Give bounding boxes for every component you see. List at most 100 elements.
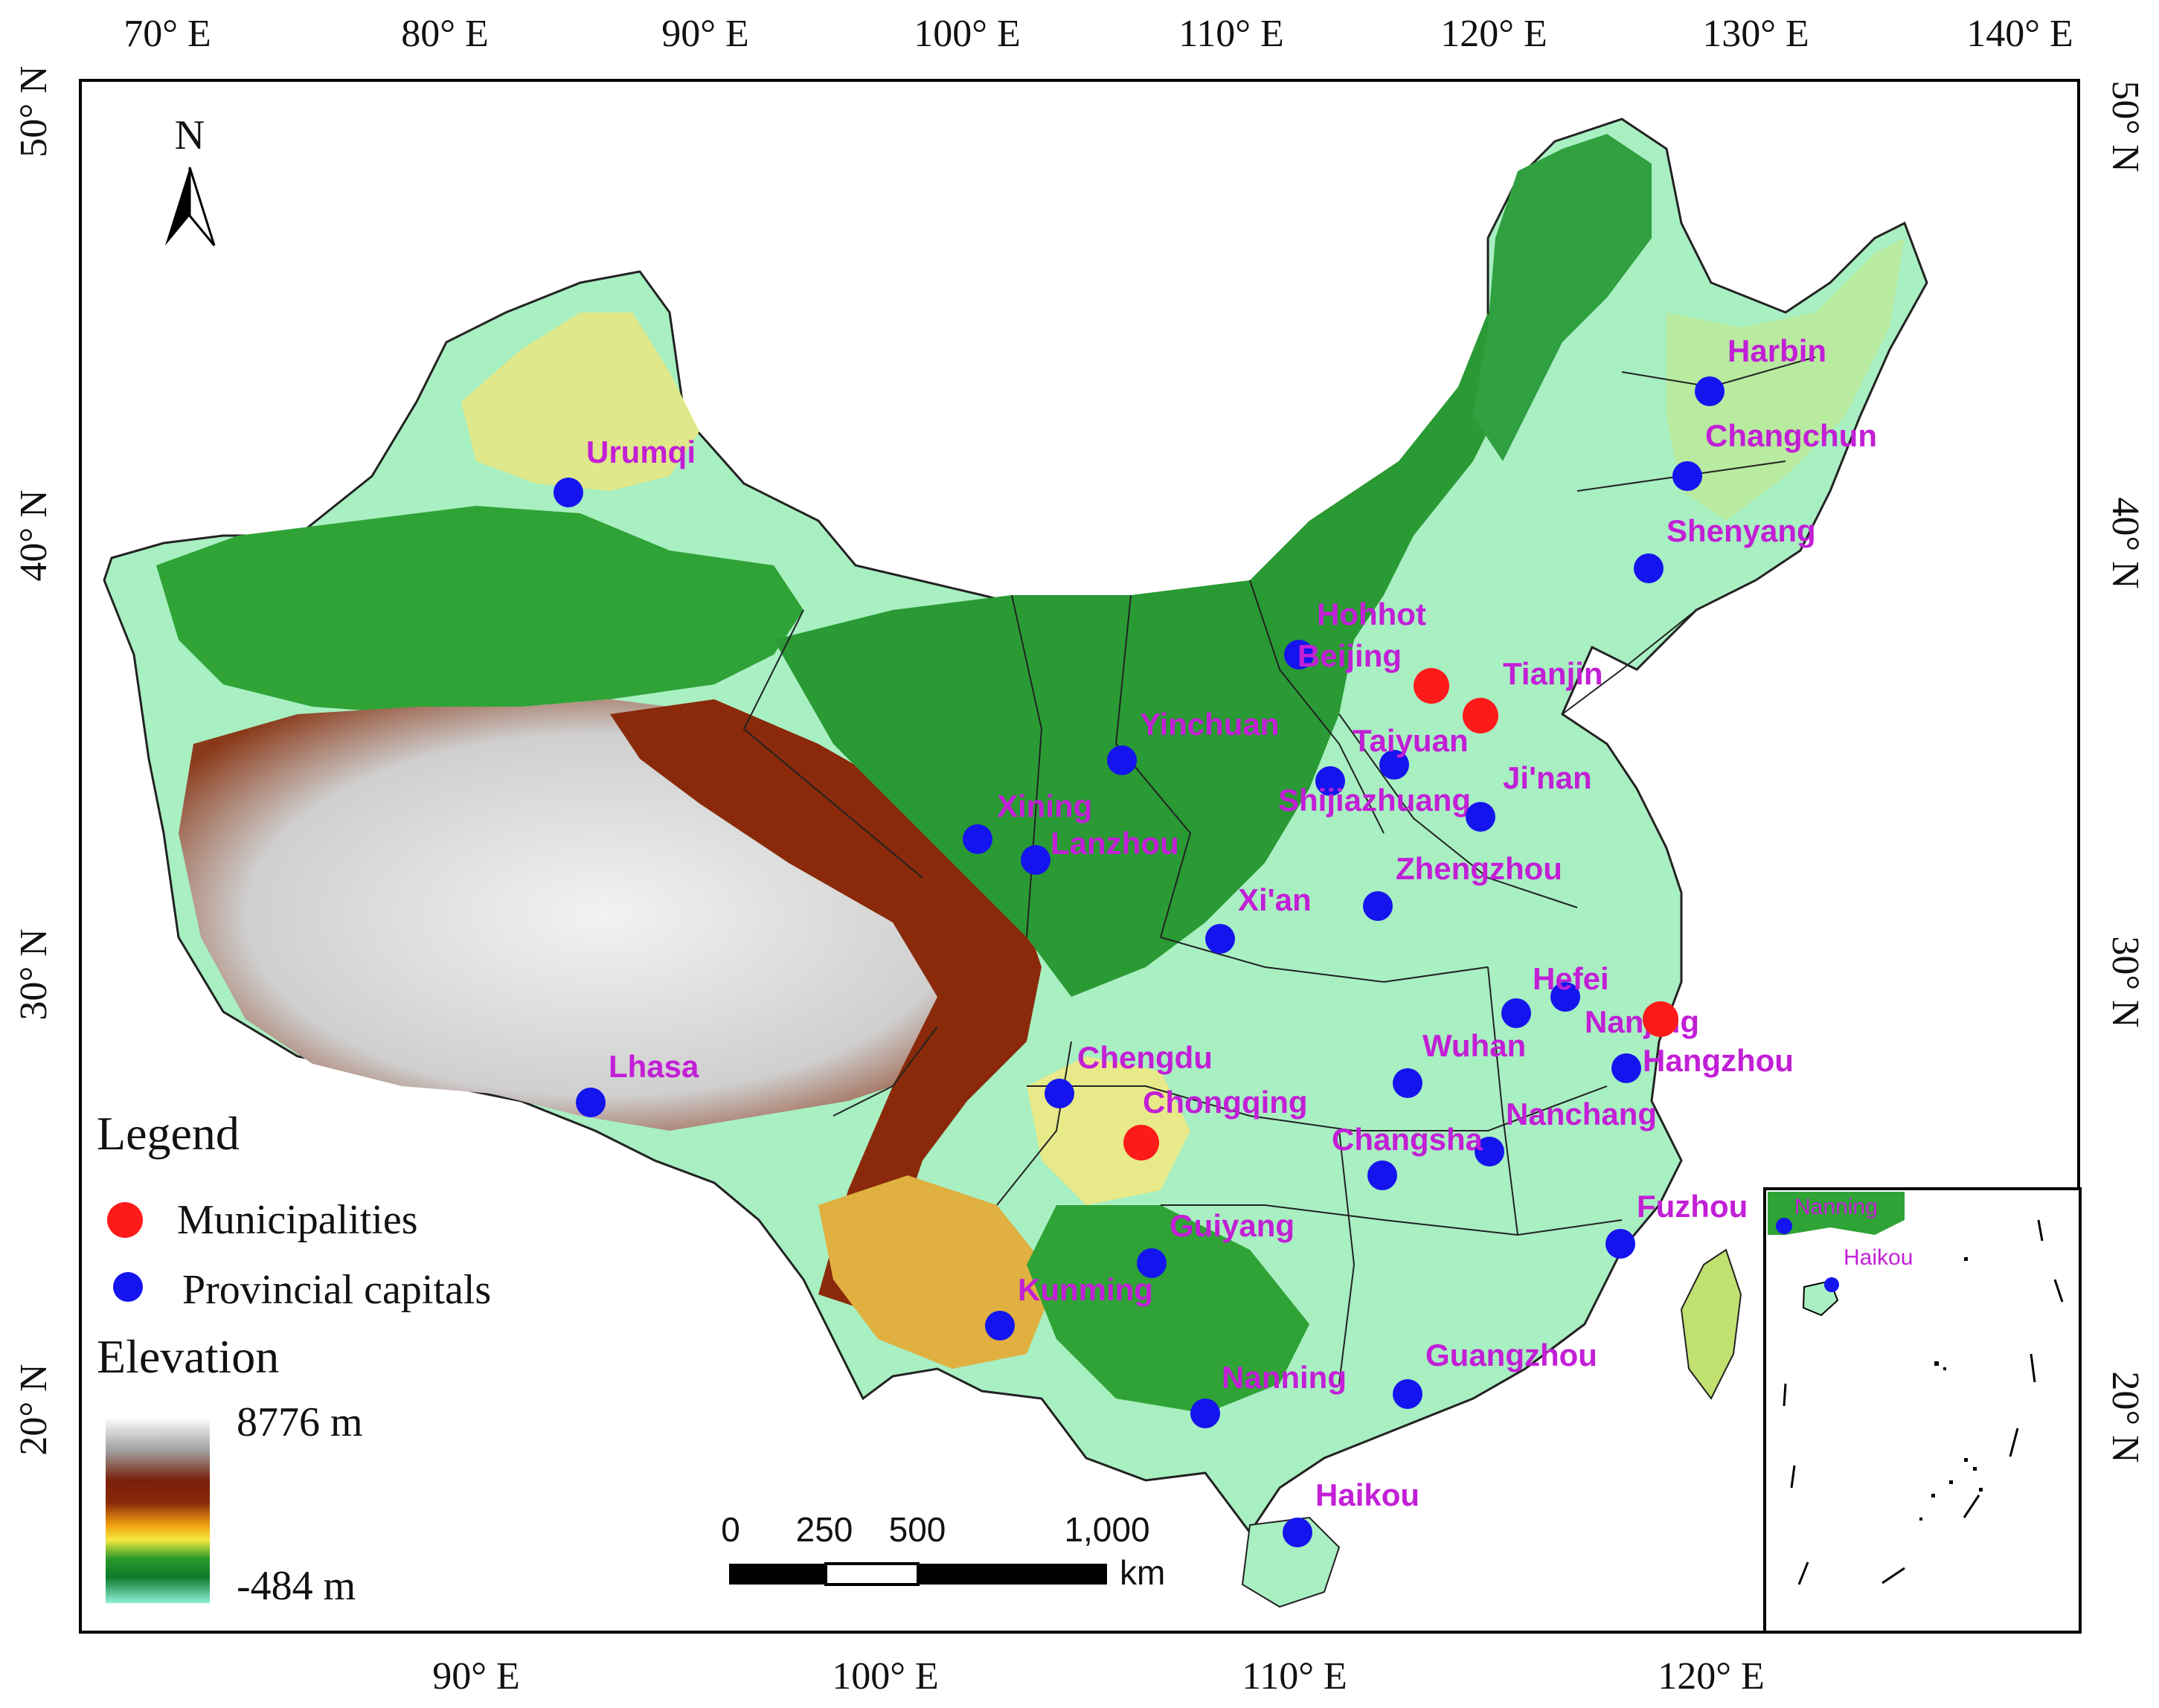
right-lat-ticks: 50° N 40° N 30° N 20° N — [2104, 80, 2146, 1463]
capital-marker-urumqi — [554, 478, 583, 507]
city-label-zhengzhou: Zhengzhou — [1396, 851, 1562, 886]
scale-label-3: 1,000 — [1064, 1510, 1149, 1549]
tick-top-4: 110° E — [1178, 13, 1284, 55]
legend-municipalities: Municipalities — [177, 1197, 418, 1243]
inset-haikou-dot — [1824, 1277, 1839, 1292]
tick-bottom-2: 110° E — [1242, 1655, 1347, 1698]
northeast-green — [1473, 134, 1652, 461]
south-china-sea-inset: Nanning Haikou — [1763, 1187, 2082, 1634]
municipality-marker-shanghai — [1643, 1001, 1678, 1037]
tick-top-2: 90° E — [661, 13, 749, 55]
south-green — [1027, 1205, 1309, 1413]
city-markers: Urumqi Harbin Changchun Shenyang Hohhot Beiji… — [554, 333, 1877, 1547]
capital-marker-changsha — [1367, 1160, 1397, 1190]
capital-marker-harbin — [1695, 376, 1725, 406]
tick-top-5: 120° E — [1440, 13, 1547, 55]
inset-label-1: Haikou — [1844, 1245, 1913, 1270]
tick-top-0: 70° E — [123, 13, 211, 55]
city-label-beijing: Beijing — [1297, 638, 1402, 673]
inset-frame — [1763, 1187, 2082, 1634]
city-label-changchun: Changchun — [1705, 418, 1877, 453]
city-label-harbin: Harbin — [1727, 333, 1826, 368]
north-arrow-label: N — [175, 112, 205, 158]
city-label-hangzhou: Hangzhou — [1643, 1043, 1794, 1078]
city-label-xian: Xi'an — [1238, 882, 1312, 917]
tick-top-3: 100° E — [914, 13, 1021, 55]
tick-left-1: 40° N — [13, 489, 55, 581]
capital-marker-nanjing — [1501, 998, 1531, 1028]
municipality-marker-chongqing — [1123, 1125, 1159, 1160]
capital-marker-shijiazhuang — [1315, 766, 1345, 796]
capital-marker-kunming — [985, 1311, 1015, 1341]
city-label-changsha: Changsha — [1332, 1122, 1483, 1157]
city-label-guangzhou: Guangzhou — [1425, 1338, 1597, 1372]
city-label-haikou: Haikou — [1315, 1477, 1419, 1512]
city-label-chengdu: Chengdu — [1077, 1040, 1213, 1075]
city-label-lhasa: Lhasa — [609, 1049, 699, 1084]
tick-right-3: 20° N — [2104, 1371, 2146, 1463]
capital-marker-guiyang — [1137, 1248, 1167, 1278]
municipality-marker-beijing — [1414, 668, 1449, 704]
top-lon-ticks: 70° E 80° E 90° E 100° E 110° E 120° E 1… — [123, 13, 2073, 55]
nine-dash-line — [1783, 1219, 2064, 1585]
capital-marker-lhasa — [576, 1088, 606, 1117]
tick-bottom-0: 90° E — [432, 1655, 520, 1698]
capital-marker-changchun — [1672, 461, 1702, 491]
capital-marker-nanchang — [1475, 1137, 1504, 1166]
tick-bottom-1: 100° E — [832, 1655, 939, 1698]
capital-marker-hefei — [1550, 982, 1580, 1012]
capital-marker-chengdu — [1045, 1079, 1074, 1108]
capital-marker-xian — [1205, 924, 1235, 954]
capital-marker-yinchuan — [1107, 745, 1137, 775]
scale-seg-2 — [824, 1562, 920, 1586]
municipality-marker-tianjin — [1463, 698, 1498, 733]
city-label-kunming: Kunming — [1018, 1272, 1153, 1307]
tick-left-3: 20° N — [13, 1364, 55, 1455]
loess-green — [774, 312, 1510, 997]
city-label-fuzhou: Fuzhou — [1637, 1189, 1748, 1224]
tick-left-0: 50° N — [13, 65, 55, 157]
inset-land — [1768, 1192, 1905, 1235]
city-label-tianjin: Tianjin — [1503, 656, 1603, 691]
scale-label-1: 250 — [796, 1510, 853, 1549]
north-arrow: N — [165, 112, 216, 246]
capital-marker-xining — [963, 824, 992, 854]
tick-top-1: 80° E — [401, 13, 489, 55]
capital-marker-wuhan — [1393, 1068, 1422, 1098]
capital-marker-lanzhou — [1021, 845, 1050, 875]
city-label-wuhan: Wuhan — [1422, 1028, 1526, 1063]
capital-marker-nanning — [1190, 1399, 1220, 1428]
city-label-hefei: Hefei — [1533, 961, 1609, 996]
legend: Legend Municipalities Provincial capital… — [97, 1107, 491, 1609]
tarim-basin — [156, 506, 803, 714]
tick-right-2: 30° N — [2104, 936, 2146, 1027]
scale-label-0: 0 — [721, 1510, 740, 1549]
city-label-nanjing: Nanjing — [1585, 1004, 1699, 1039]
inset-label-0: Nanning — [1794, 1195, 1878, 1219]
capital-marker-shenyang — [1634, 553, 1664, 583]
city-label-jinan: Ji'nan — [1503, 760, 1592, 795]
municipality-legend-icon — [107, 1202, 143, 1238]
city-label-chongqing: Chongqing — [1143, 1085, 1308, 1120]
city-label-nanchang: Nanchang — [1506, 1097, 1657, 1131]
tick-right-0: 50° N — [2104, 80, 2146, 172]
capital-marker-zhengzhou — [1363, 891, 1393, 921]
scale-unit: km — [1120, 1553, 1165, 1592]
elevation-max: 8776 m — [237, 1399, 363, 1445]
elevation-min: -484 m — [237, 1563, 356, 1609]
city-label-hohhot: Hohhot — [1317, 597, 1426, 632]
scale-seg-3 — [918, 1564, 1107, 1585]
hainan — [1241, 1516, 1341, 1608]
capital-marker-jinan — [1466, 802, 1495, 832]
left-lat-ticks: 50° N 40° N 30° N 20° N — [13, 65, 55, 1455]
city-label-shenyang: Shenyang — [1666, 513, 1816, 548]
bottom-lon-ticks: 90° E 100° E 110° E 120° E — [432, 1655, 1765, 1698]
city-label-taiyuan: Taiyuan — [1353, 723, 1469, 758]
capital-marker-guangzhou — [1393, 1379, 1422, 1409]
capital-marker-hangzhou — [1611, 1053, 1641, 1083]
capital-marker-hohhot — [1284, 640, 1314, 670]
legend-capitals: Provincial capitals — [182, 1267, 491, 1313]
city-label-urumqi: Urumqi — [586, 434, 696, 469]
capital-marker-haikou — [1283, 1518, 1312, 1547]
